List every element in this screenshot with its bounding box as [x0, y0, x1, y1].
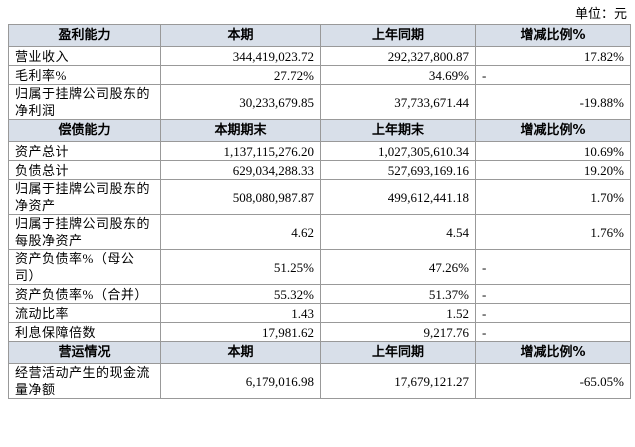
header-cell: 上年期末 — [320, 119, 476, 142]
value-cell: 1.70% — [475, 179, 631, 215]
value-cell: - — [475, 65, 631, 85]
value-cell: 34.69% — [320, 65, 476, 85]
value-cell: - — [475, 284, 631, 304]
value-cell: 499,612,441.18 — [320, 179, 476, 215]
row-label: 负债总计 — [8, 160, 161, 180]
value-cell: 51.37% — [320, 284, 476, 304]
row-label: 流动比率 — [8, 303, 161, 323]
value-cell: 55.32% — [160, 284, 321, 304]
row-label: 经营活动产生的现金流量净额 — [8, 363, 161, 399]
row-label: 毛利率% — [8, 65, 161, 85]
value-cell: 629,034,288.33 — [160, 160, 321, 180]
value-cell: 6,179,016.98 — [160, 363, 321, 399]
row-label: 资产总计 — [8, 141, 161, 161]
data-row: 归属于挂牌公司股东的净利润 30,233,679.85 37,733,671.44-… — [8, 84, 631, 120]
value-cell: 1.52 — [320, 303, 476, 323]
header-cell: 偿债能力 — [8, 119, 161, 142]
data-row: 资产负债率%（母公司） 51.25% 47.26% - — [8, 249, 631, 285]
value-cell: 47.26% — [320, 249, 476, 285]
data-row: 资产总计 1,137,115,276.20 1,027,305,610.34 10.6… — [8, 141, 631, 161]
value-cell: 4.54 — [320, 214, 476, 250]
row-label: 归属于挂牌公司股东的净利润 — [8, 84, 161, 120]
section-header-row: 营运情况 本期 上年同期 增减比例% — [8, 341, 631, 364]
header-cell: 本期期末 — [160, 119, 321, 142]
header-cell: 增减比例% — [475, 24, 631, 47]
value-cell: - — [475, 322, 631, 342]
value-cell: 344,419,023.72 — [160, 46, 321, 66]
row-label: 资产负债率%（母公司） — [8, 249, 161, 285]
row-label: 归属于挂牌公司股东的每股净资产 — [8, 214, 161, 250]
value-cell: 1,027,305,610.34 — [320, 141, 476, 161]
value-cell: 37,733,671.44 — [320, 84, 476, 120]
header-cell: 营运情况 — [8, 341, 161, 364]
value-cell: 17,679,121.27 — [320, 363, 476, 399]
value-cell: 4.62 — [160, 214, 321, 250]
header-cell: 上年同期 — [320, 24, 476, 47]
value-cell: 51.25% — [160, 249, 321, 285]
value-cell: 10.69% — [475, 141, 631, 161]
header-cell: 上年同期 — [320, 341, 476, 364]
value-cell: 1.76% — [475, 214, 631, 250]
data-row: 流动比率 1.43 1.52- — [8, 303, 631, 323]
value-cell: 1,137,115,276.20 — [160, 141, 321, 161]
section-header-row: 偿债能力 本期期末 上年期末 增减比例% — [8, 119, 631, 142]
value-cell: 30,233,679.85 — [160, 84, 321, 120]
row-label: 营业收入 — [8, 46, 161, 66]
value-cell: 17,981.62 — [160, 322, 321, 342]
value-cell: 527,693,169.16 — [320, 160, 476, 180]
section-header-row: 盈利能力 本期 上年同期 增减比例% — [8, 24, 631, 47]
value-cell: -65.05% — [475, 363, 631, 399]
data-row: 营业收入 344,419,023.72 292,327,800.87 17.82% — [8, 46, 631, 66]
data-row: 经营活动产生的现金流量净额 6,179,016.98 17,679,121.27 -6… — [8, 363, 631, 399]
value-cell: - — [475, 249, 631, 285]
data-row: 归属于挂牌公司股东的净资产 508,080,987.87 499,612,441.1… — [8, 179, 631, 215]
value-cell: 1.43 — [160, 303, 321, 323]
header-cell: 增减比例% — [475, 119, 631, 142]
data-row: 归属于挂牌公司股东的每股净资产 4.62 4.54 1.76% — [8, 214, 631, 250]
row-label: 归属于挂牌公司股东的净资产 — [8, 179, 161, 215]
data-row: 负债总计 629,034,288.33 527,693,169.16 19.20% — [8, 160, 631, 180]
value-cell: -19.88% — [475, 84, 631, 120]
header-cell: 本期 — [160, 341, 321, 364]
data-row: 毛利率% 27.72% 34.69% - — [8, 65, 631, 85]
value-cell: 27.72% — [160, 65, 321, 85]
header-cell: 增减比例% — [475, 341, 631, 364]
header-cell: 本期 — [160, 24, 321, 47]
value-cell: 19.20% — [475, 160, 631, 180]
value-cell: - — [475, 303, 631, 323]
data-row: 资产负债率%（合并） 55.32% 51.37% - — [8, 284, 631, 304]
value-cell: 17.82% — [475, 46, 631, 66]
unit-label: 单位：元 — [574, 6, 627, 21]
value-cell: 9,217.76 — [320, 322, 476, 342]
row-label: 利息保障倍数 — [8, 322, 161, 342]
row-label: 资产负债率%（合并） — [8, 284, 161, 304]
data-row: 利息保障倍数 17,981.62 9,217.76- — [8, 322, 631, 342]
header-cell: 盈利能力 — [8, 24, 161, 47]
financial-table: 盈利能力 本期 上年同期 增减比例% 营业收入 344,419,023.72 292,327… — [8, 24, 631, 399]
value-cell: 508,080,987.87 — [160, 179, 321, 215]
value-cell: 292,327,800.87 — [320, 46, 476, 66]
